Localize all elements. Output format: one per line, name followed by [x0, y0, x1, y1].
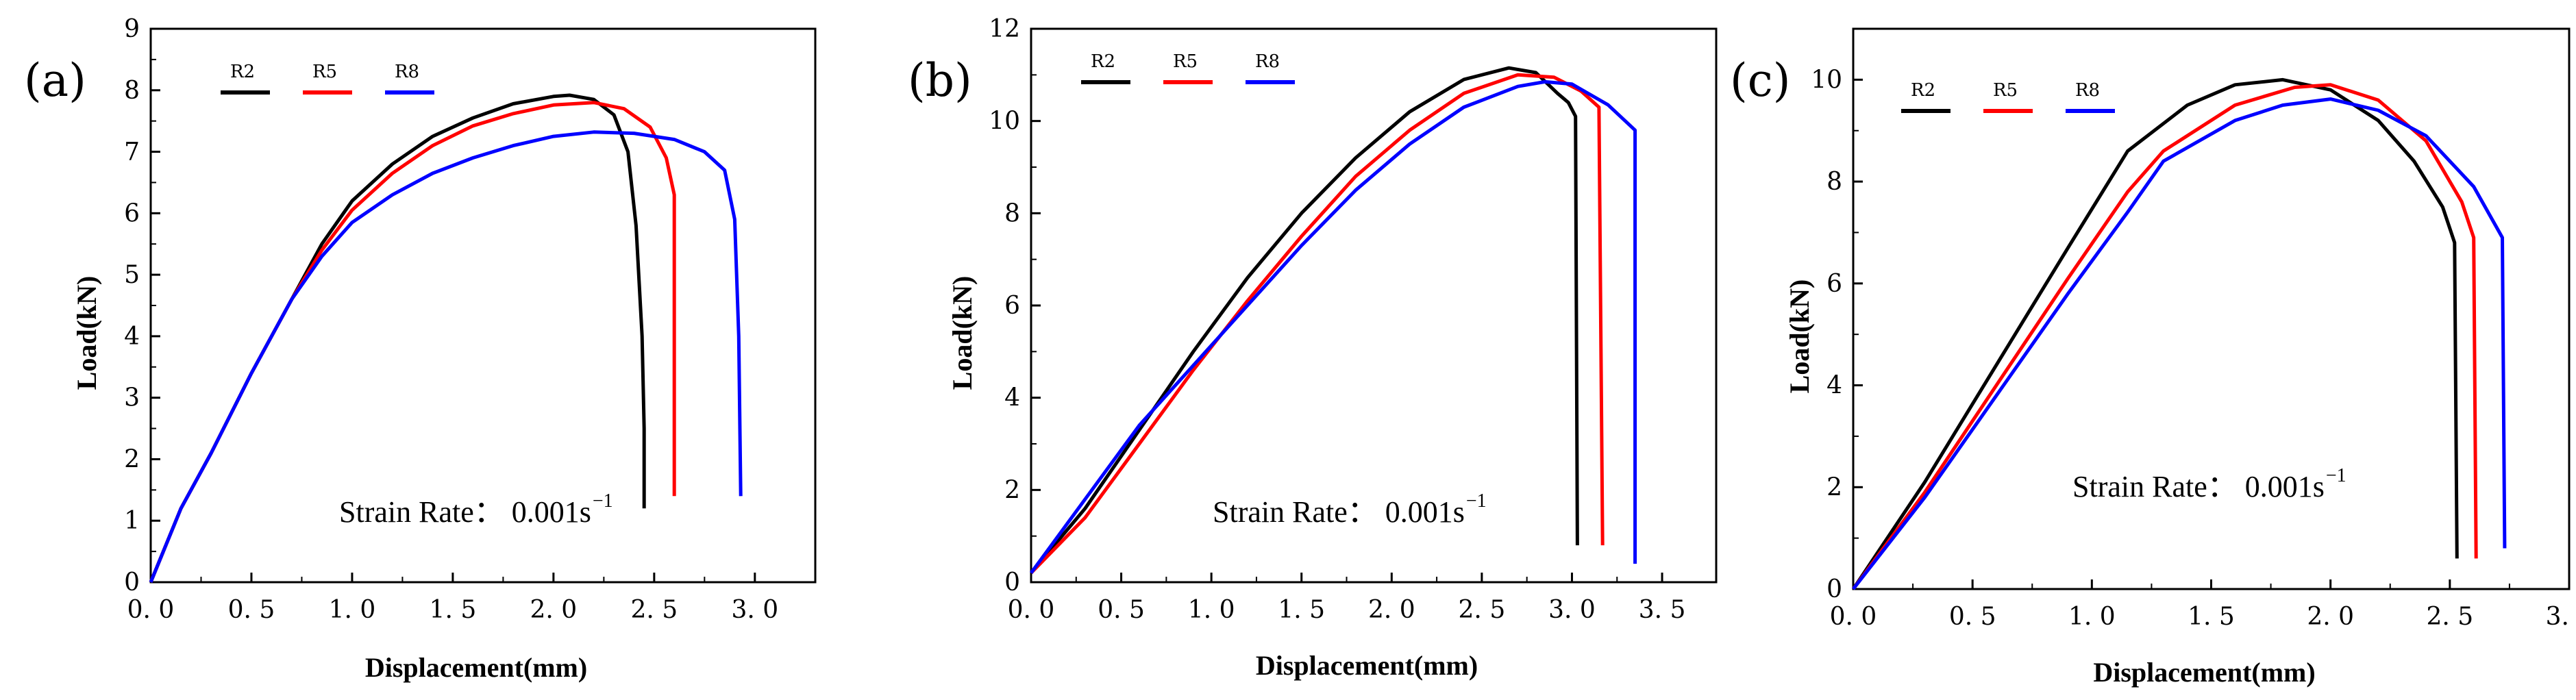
legend-label-r5: R5	[312, 62, 337, 82]
series-line-r2	[1851, 77, 2459, 590]
y-axis-title: Load(kN)	[71, 276, 102, 390]
series-line-r5	[1851, 83, 2478, 590]
y-tick-label: 4	[124, 323, 140, 351]
chart-panel-b: 0. 0 0. 5 1. 0 1. 5 2. 0 2. 5 3. 0 3. 5 0 2 4 6 8 10 1…	[908, 15, 1718, 681]
legend-label-r8: R8	[2075, 80, 2100, 101]
series-line-r8	[149, 130, 743, 583]
x-tick-label: 0. 0	[1008, 596, 1055, 624]
x-tick-label: 3. 0	[731, 596, 778, 624]
x-axis-title: Displacement(mm)	[2093, 657, 2315, 688]
x-tick-label: 0. 5	[1098, 596, 1145, 624]
y-tick-label: 4	[1826, 372, 1842, 400]
x-tick-label: 0. 0	[1830, 603, 1877, 631]
legend-label-r5: R5	[1993, 80, 2018, 101]
y-tick-label: 0	[1826, 575, 1842, 603]
y-tick-label: 8	[124, 77, 140, 105]
plot-frame	[1852, 27, 2571, 590]
legend-label-r2: R2	[1911, 80, 1935, 101]
y-tick-label: 6	[124, 199, 140, 227]
panel-label: (b)	[908, 54, 972, 107]
strain-rate-annotation: Strain Rate： 0.001s	[2072, 470, 2325, 503]
x-tick-label: 1. 5	[430, 596, 477, 624]
x-tick-label: 2. 5	[2426, 603, 2473, 631]
series-line-r5	[1030, 73, 1605, 575]
y-tick-label: 8	[1826, 168, 1842, 196]
x-tick-label: 3. 0	[2546, 603, 2576, 631]
x-tick-label: 3. 5	[1639, 596, 1686, 624]
legend-label-r8: R8	[395, 62, 419, 82]
strain-rate-annotation: Strain Rate： 0.001s	[339, 495, 591, 529]
y-axis-title: Load(kN)	[947, 276, 978, 390]
y-tick-label: 5	[124, 261, 140, 289]
y-tick-label: 8	[1004, 199, 1020, 227]
x-tick-label: 2. 0	[2307, 603, 2354, 631]
legend-label-r2: R2	[230, 62, 255, 82]
y-tick-label: 2	[124, 445, 140, 473]
y-tick-label: 10	[989, 108, 1020, 136]
y-tick-label: 0	[1004, 568, 1020, 597]
y-tick-label: 9	[124, 15, 140, 43]
y-tick-label: 10	[1811, 66, 1842, 94]
x-tick-label: 1. 5	[2188, 603, 2235, 631]
y-tick-label: 2	[1004, 476, 1020, 504]
x-axis-title: Displacement(mm)	[1256, 650, 1478, 681]
y-tick-label: 0	[124, 568, 140, 597]
y-tick-label: 4	[1004, 384, 1020, 412]
chart-panel-a: 0. 0 0. 5 1. 0 1. 5 2. 0 2. 5 3. 0 0 1 2 3 4 5 6 7 8 9 Di…	[24, 15, 817, 683]
y-tick-label: 2	[1826, 473, 1842, 501]
y-tick-label: 7	[124, 138, 140, 166]
panel-label: (c)	[1730, 54, 1790, 107]
x-tick-label: 0. 5	[1949, 603, 1996, 631]
y-axis-title: Load(kN)	[1784, 279, 1815, 394]
chart-panel-c: 0. 0 0. 5 1. 0 1. 5 2. 0 2. 5 3. 0 0 2 4 6 8 10 Displ…	[1730, 27, 2576, 688]
y-tick-label: 3	[124, 384, 140, 412]
legend-label-r5: R5	[1173, 51, 1198, 72]
strain-rate-exponent: −1	[2326, 465, 2346, 486]
x-tick-label: 3. 0	[1548, 596, 1596, 624]
x-tick-label: 0. 5	[228, 596, 275, 624]
x-axis-title: Displacement(mm)	[365, 652, 587, 683]
x-tick-label: 1. 5	[1278, 596, 1325, 624]
x-tick-label: 2. 0	[530, 596, 578, 624]
x-tick-label: 1. 0	[329, 596, 376, 624]
y-tick-label: 12	[989, 15, 1020, 43]
x-tick-label: 2. 5	[630, 596, 678, 624]
strain-rate-annotation: Strain Rate： 0.001s	[1213, 495, 1465, 529]
y-tick-label: 1	[124, 507, 140, 535]
y-tick-label: 6	[1826, 270, 1842, 298]
series-line-r8	[1852, 97, 2507, 590]
x-tick-label: 2. 5	[1459, 596, 1506, 624]
strain-rate-exponent: −1	[593, 490, 613, 512]
legend-label-r2: R2	[1091, 51, 1115, 72]
x-tick-label: 2. 0	[1368, 596, 1415, 624]
x-tick-label: 0. 0	[127, 596, 175, 624]
strain-rate-exponent: −1	[1466, 490, 1487, 512]
x-tick-label: 1. 0	[1188, 596, 1235, 624]
panel-label: (a)	[24, 54, 86, 107]
legend-label-r8: R8	[1255, 51, 1280, 72]
y-tick-label: 6	[1004, 292, 1020, 320]
series-line-r8	[1029, 79, 1637, 574]
x-tick-label: 1. 0	[2068, 603, 2116, 631]
